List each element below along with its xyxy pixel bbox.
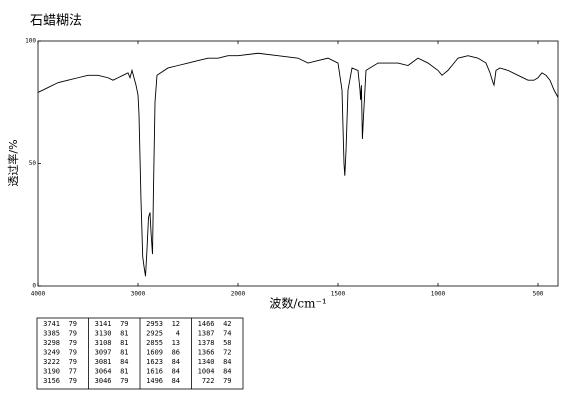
peak-transmittance: 81 — [120, 339, 128, 347]
peak-transmittance: 58 — [223, 339, 231, 347]
peak-wavenumber: 3046 — [95, 377, 112, 385]
peak-wavenumber: 1366 — [198, 349, 215, 357]
peak-transmittance: 79 — [69, 320, 77, 328]
peak-wavenumber: 3190 — [43, 368, 60, 376]
peak-wavenumber: 3141 — [95, 320, 112, 328]
peak-wavenumber: 3222 — [43, 358, 60, 366]
peak-transmittance: 13 — [172, 339, 180, 347]
peak-transmittance: 79 — [69, 339, 77, 347]
peak-wavenumber: 3097 — [95, 349, 112, 357]
peak-wavenumber: 1004 — [198, 368, 215, 376]
peak-transmittance: 81 — [120, 349, 128, 357]
peak-wavenumber: 3108 — [95, 339, 112, 347]
peak-transmittance: 84 — [223, 358, 231, 366]
peak-wavenumber: 1623 — [146, 358, 163, 366]
peak-transmittance: 72 — [223, 349, 231, 357]
peak-transmittance: 79 — [120, 377, 128, 385]
x-tick-label: 3000 — [131, 291, 146, 298]
peak-wavenumber: 3741 — [43, 320, 60, 328]
peak-wavenumber: 1496 — [146, 377, 163, 385]
peak-transmittance: 84 — [172, 368, 180, 376]
peak-transmittance: 74 — [223, 330, 231, 338]
plot-frame — [37, 40, 559, 287]
peak-wavenumber: 3130 — [95, 330, 112, 338]
peak-wavenumber: 1616 — [146, 368, 163, 376]
peak-wavenumber: 3156 — [43, 377, 60, 385]
peak-transmittance: 12 — [172, 320, 180, 328]
peak-transmittance: 81 — [120, 368, 128, 376]
peak-transmittance: 84 — [172, 377, 180, 385]
y-tick-label: 100 — [25, 38, 36, 45]
x-tick-label: 4000 — [31, 291, 46, 298]
peak-wavenumber: 3249 — [43, 349, 60, 357]
peak-wavenumber: 3385 — [43, 330, 60, 338]
peak-transmittance: 77 — [69, 368, 77, 376]
peak-wavenumber: 3081 — [95, 358, 112, 366]
peak-transmittance: 79 — [120, 320, 128, 328]
peak-transmittance: 4 — [176, 330, 180, 338]
x-axis-label: 波数/cm⁻¹ — [269, 296, 326, 311]
peak-transmittance: 79 — [69, 330, 77, 338]
y-axis-label: 透过率/% — [6, 139, 20, 186]
peak-transmittance: 79 — [69, 349, 77, 357]
peak-transmittance: 84 — [120, 358, 128, 366]
peak-wavenumber: 1340 — [198, 358, 215, 366]
x-tick-label: 1000 — [431, 291, 446, 298]
peak-wavenumber: 2953 — [146, 320, 163, 328]
y-tick-label: 0 — [32, 283, 36, 290]
peak-transmittance: 42 — [223, 320, 231, 328]
peak-wavenumber: 2925 — [146, 330, 163, 338]
peak-wavenumber: 1609 — [146, 349, 163, 357]
peak-transmittance: 79 — [69, 358, 77, 366]
peak-transmittance: 84 — [223, 368, 231, 376]
peak-wavenumber: 1378 — [198, 339, 215, 347]
peak-wavenumber: 722 — [202, 377, 215, 385]
peak-wavenumber: 1387 — [198, 330, 215, 338]
x-tick-label: 500 — [533, 291, 544, 298]
peak-wavenumber: 3064 — [95, 368, 112, 376]
x-tick-label: 2000 — [231, 291, 246, 298]
peak-wavenumber: 3298 — [43, 339, 60, 347]
peak-transmittance: 79 — [223, 377, 231, 385]
peak-wavenumber: 1466 — [198, 320, 215, 328]
y-tick-label: 50 — [29, 160, 37, 167]
peak-transmittance: 86 — [172, 349, 180, 357]
x-tick-label: 1500 — [331, 291, 346, 298]
peak-wavenumber: 2855 — [146, 339, 163, 347]
peak-transmittance: 81 — [120, 330, 128, 338]
spectrum-line — [37, 52, 559, 277]
peak-transmittance: 79 — [69, 377, 77, 385]
chart-title: 石蜡糊法 — [30, 13, 82, 29]
peak-transmittance: 84 — [172, 358, 180, 366]
